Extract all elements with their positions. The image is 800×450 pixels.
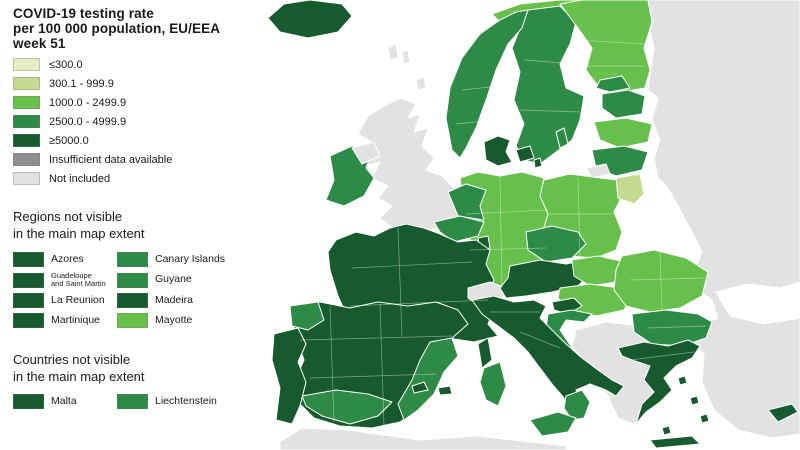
legend-swatch <box>13 172 40 186</box>
region-label: Guyane <box>155 273 192 286</box>
region-swatch <box>117 272 148 288</box>
region-faroe-islands <box>387 43 399 61</box>
region-label: Madeira <box>155 293 193 306</box>
legend-swatch <box>13 96 40 110</box>
legend-swatch <box>13 77 40 91</box>
legend-swatch <box>13 58 40 72</box>
country-italy <box>471 295 625 421</box>
legend-item: Insufficient data available <box>13 153 265 167</box>
legend-label: 300.1 - 999.9 <box>49 77 114 90</box>
country-legend-item: Liechtenstein <box>117 394 265 410</box>
legend-item: Not included <box>13 172 265 186</box>
region-swatch <box>117 252 148 268</box>
country-swatch <box>13 394 44 410</box>
region-swatch <box>13 312 44 328</box>
country-label: Liechtenstein <box>155 395 217 408</box>
region-greek-islands <box>661 375 710 436</box>
region-legend-item: Canary Islands <box>117 252 265 268</box>
region-swatch <box>13 272 44 288</box>
region-gotland <box>555 127 569 149</box>
region-north-africa <box>279 427 567 450</box>
legend-item: 1000.0 - 2499.9 <box>13 96 265 110</box>
country-swatch <box>117 394 148 410</box>
region-label: Canary Islands <box>155 253 226 266</box>
black-sea <box>715 281 800 325</box>
legend-label: ≤300.0 <box>49 58 83 71</box>
region-label: Azores <box>51 253 84 266</box>
region-swatch <box>117 312 148 328</box>
country-label: Malta <box>51 395 77 408</box>
region-shetland <box>401 49 427 91</box>
legend-item: 2500.0 - 4999.9 <box>13 115 265 129</box>
region-swatch <box>13 252 44 268</box>
region-sicily <box>529 411 577 437</box>
region-legend-item: Mayotte <box>117 312 265 328</box>
regions-section-title: Regions not visible in the main map exte… <box>13 209 145 241</box>
legend-item: ≥5000.0 <box>13 134 265 148</box>
region-label: La Reunion <box>51 293 105 306</box>
country-legend-item: Malta <box>13 394 117 410</box>
legend-swatch <box>13 153 40 167</box>
region-finland-south <box>595 75 631 93</box>
regions-not-visible-list: Azores Canary Islands Guadeloupe and Sai… <box>13 252 265 329</box>
region-spain-east <box>397 337 459 421</box>
legend-label: 1000.0 - 2499.9 <box>49 96 127 109</box>
region-crete <box>649 435 701 449</box>
country-latvia <box>593 117 653 149</box>
region-calabria <box>563 389 591 421</box>
region-swatch <box>13 292 44 308</box>
region-legend-item: Martinique <box>13 312 117 328</box>
country-denmark <box>483 135 513 167</box>
page-title: COVID-19 testing rate per 100 000 popula… <box>13 6 221 52</box>
legend-swatch <box>13 115 40 129</box>
region-corsica <box>477 337 493 369</box>
legend-item: ≤300.0 <box>13 58 265 72</box>
region-legend-item: Azores <box>13 252 117 268</box>
region-label: Mayotte <box>155 313 193 326</box>
countries-section-title: Countries not visible in the main map ex… <box>13 352 145 384</box>
region-legend-item: Guyane <box>117 272 265 289</box>
region-legend-item: Madeira <box>117 292 265 308</box>
country-bulgaria <box>631 309 713 347</box>
country-greece <box>617 339 701 425</box>
region-borders <box>299 39 707 427</box>
legend-item: 300.1 - 999.9 <box>13 77 265 91</box>
country-iceland <box>267 0 353 39</box>
region-kaliningrad <box>585 163 611 179</box>
country-estonia <box>601 89 646 119</box>
country-finland <box>559 0 653 93</box>
region-denmark-islands <box>515 145 543 169</box>
region-swatch <box>117 292 148 308</box>
countries-not-visible-list: Malta Liechtenstein <box>13 394 265 410</box>
country-cyprus <box>767 403 799 423</box>
country-norway <box>445 9 529 159</box>
region-northern-ireland <box>351 141 381 165</box>
map-legend: COVID-19 testing rate per 100 000 popula… <box>13 6 265 410</box>
region-legend-item: Guadeloupe and Saint Martin <box>13 270 117 289</box>
region-balearic-islands <box>411 381 453 396</box>
country-sweden <box>511 5 585 165</box>
region-label: Martinique <box>51 313 101 326</box>
region-sardinia <box>479 361 507 407</box>
region-label: Guadeloupe and Saint Martin <box>51 270 106 289</box>
legend-swatch <box>13 134 40 148</box>
legend-label: Insufficient data available <box>49 153 173 166</box>
region-poland-northeast <box>615 173 645 205</box>
legend-label: Not included <box>49 172 111 185</box>
legend-label: 2500.0 - 4999.9 <box>49 115 127 128</box>
country-czechia <box>525 225 587 263</box>
country-portugal <box>271 327 307 425</box>
legend-label: ≥5000.0 <box>49 134 89 147</box>
country-romania <box>613 249 709 313</box>
region-legend-item: La Reunion <box>13 292 117 308</box>
legend-items: ≤300.0 300.1 - 999.9 1000.0 - 2499.9 250… <box>13 58 265 186</box>
region-spain-south <box>301 389 393 425</box>
region-galicia <box>289 301 325 331</box>
country-belgium <box>433 215 485 243</box>
